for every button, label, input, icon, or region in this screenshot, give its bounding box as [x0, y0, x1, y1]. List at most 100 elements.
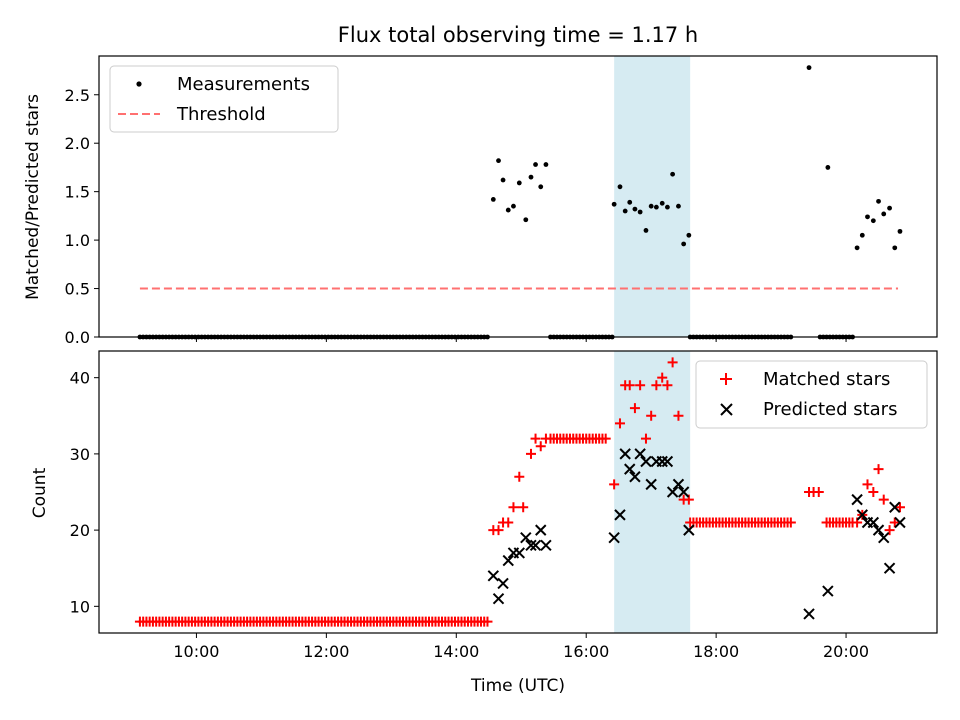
panel-ratio: 0.0 0.5 1.0 1.5 2.0 2.5 Matched/Predicted sta… [23, 55, 938, 347]
measurement-point [659, 200, 665, 206]
measurement-point [892, 245, 898, 251]
matched-stars-point [657, 372, 668, 383]
predicted-stars-point [502, 554, 514, 567]
matched-stars-point [868, 487, 879, 497]
matched-stars-point [873, 464, 884, 475]
measurement-point [611, 201, 617, 207]
predicted-stars-point [856, 509, 869, 521]
measurement-point [887, 205, 892, 211]
measurement-point [528, 174, 534, 180]
measurement-point [859, 232, 865, 238]
predicted-stars-point [513, 547, 526, 559]
legend-threshold-label: Threshold [176, 104, 266, 125]
measurement-point [496, 158, 501, 164]
matched-stars-point [530, 433, 541, 444]
ratio-y-tick-label: 1.0 [65, 231, 90, 250]
predicted-stars-point [608, 532, 620, 544]
x-tick-label: 12:00 [303, 642, 349, 661]
counts-legend-box [695, 360, 928, 429]
matched-stars-point [508, 502, 519, 513]
measurement-point [670, 171, 676, 177]
predicted-stars-point [656, 455, 668, 468]
legend-measurements-label: Measurements [177, 74, 310, 95]
measurement-point [622, 208, 628, 214]
predicted-stars-point [497, 577, 509, 590]
predicted-stars-point [878, 532, 890, 544]
predicted-stars-point [624, 463, 636, 475]
matched-stars-point [667, 357, 678, 368]
matched-stars-point [894, 502, 905, 513]
matched-stars-point [600, 433, 611, 444]
predicted-stars-point [614, 509, 626, 521]
highlight-span-bottom [614, 351, 691, 633]
predicted-stars-point [634, 448, 646, 460]
x-axis-label: Time (UTC) [470, 676, 565, 696]
measurement-point [806, 65, 812, 71]
predicted-stars-point [492, 592, 505, 605]
matched-stars-point [813, 487, 824, 497]
measurement-point [676, 203, 681, 209]
predicted-stars-point [803, 608, 815, 620]
predicted-stars-point [851, 493, 863, 506]
ratio-y-tick-label: 2.0 [65, 134, 90, 153]
measurement-point [854, 245, 860, 251]
ratio-y-tick-label: 0.0 [65, 328, 90, 347]
measurement-point [876, 198, 881, 204]
counts-plot-area [134, 357, 906, 627]
chart-title: Flux total observing time = 1.17 h [338, 23, 698, 47]
predicted-stars-point [640, 455, 652, 468]
measurement-point [897, 228, 903, 234]
legend-predicted-label: Predicted stars [763, 399, 897, 420]
matched-stars-point [503, 517, 514, 528]
matched-stars-point [640, 433, 651, 444]
matched-stars-point [514, 471, 525, 482]
predicted-stars-point [889, 501, 901, 513]
ratio-y-axis-label: Matched/Predicted stars [23, 94, 43, 300]
predicted-stars-point [661, 455, 674, 468]
x-tick-label: 10:00 [173, 642, 219, 661]
predicted-stars-point [645, 478, 657, 491]
matched-stars-point [525, 448, 536, 459]
measurement-point [533, 162, 538, 167]
matched-stars-point [662, 380, 673, 391]
matched-stars-point [635, 380, 646, 391]
legend-measurements-marker [136, 81, 142, 87]
measurement-point [643, 228, 649, 233]
measurement-point [505, 207, 511, 213]
ratio-y-ticks: 0.0 0.5 1.0 1.5 2.0 2.5 [65, 86, 99, 347]
matched-stars-point [862, 479, 873, 490]
legend-predicted-marker [720, 403, 733, 416]
measurement-point [500, 177, 506, 183]
predicted-stars-point [540, 539, 552, 552]
x-tick-label: 14:00 [433, 642, 479, 661]
counts-y-axis-label: Count [30, 467, 50, 518]
predicted-stars-point [672, 478, 685, 491]
measurement-point [543, 162, 549, 167]
matched-stars-point [624, 380, 635, 391]
measurement-point [653, 204, 659, 210]
matched-stars-point [540, 433, 551, 444]
measurement-point [627, 199, 633, 205]
measurement-point [617, 184, 623, 190]
measurement-point [665, 204, 670, 210]
x-tick-label: 16:00 [563, 642, 609, 661]
legend-matched-marker [720, 373, 732, 385]
measurement-point [865, 214, 870, 220]
counts-y-tick-label: 30 [70, 445, 90, 464]
axes-frame-bottom [98, 350, 938, 634]
predicted-stars-point [683, 524, 695, 536]
counts-y-tick-label: 10 [70, 597, 90, 616]
ratio-y-tick-label: 1.5 [65, 183, 90, 202]
measurement-point [511, 203, 516, 209]
matched-stars-point [609, 479, 620, 490]
matched-stars-point [629, 403, 640, 414]
measurement-point [881, 211, 887, 217]
measurement-point [632, 206, 638, 212]
predicted-stars-point [629, 471, 641, 483]
predicted-stars-point [535, 524, 547, 536]
ratio-legend: Measurements Threshold [109, 65, 339, 133]
matched-stars-point [651, 380, 662, 391]
measurement-point [686, 232, 692, 238]
ratio-legend-box [109, 65, 339, 133]
